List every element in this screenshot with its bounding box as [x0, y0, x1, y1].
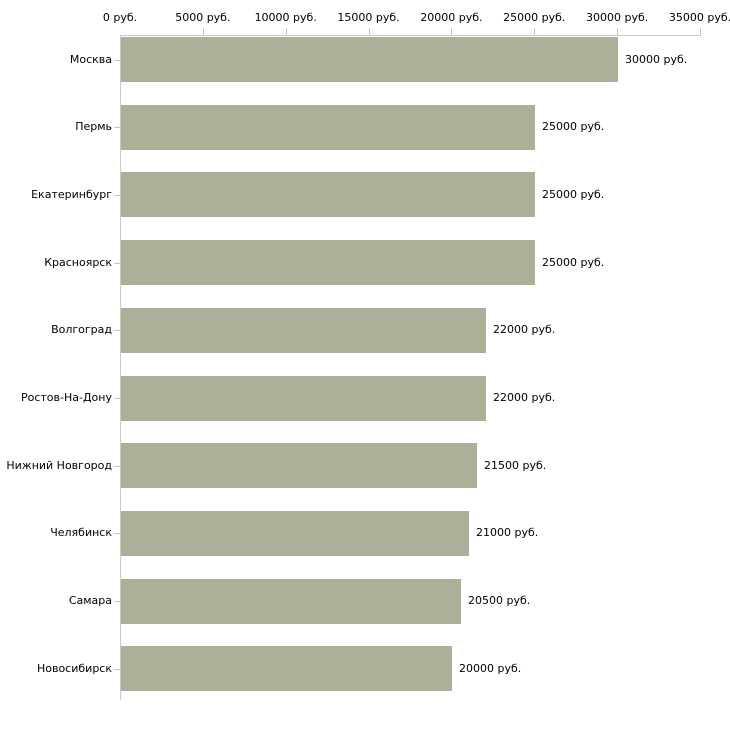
category-tick — [114, 263, 120, 264]
bar — [121, 510, 469, 556]
category-label: Нижний Новгород — [6, 458, 112, 472]
bar — [121, 104, 535, 150]
bar — [121, 578, 461, 624]
category-label: Красноярск — [44, 255, 112, 269]
x-tick-label: 0 руб. — [102, 11, 138, 24]
value-label: 25000 руб. — [542, 255, 605, 269]
category-tick — [114, 127, 120, 128]
x-tick — [534, 28, 535, 35]
x-tick — [700, 28, 701, 35]
bar — [121, 240, 535, 286]
value-label: 20000 руб. — [459, 661, 522, 675]
category-label: Ростов-На-Дону — [20, 391, 112, 404]
value-label: 30000 руб. — [625, 52, 688, 66]
x-tick — [451, 28, 452, 35]
x-tick-label: 25000 руб. — [503, 11, 566, 24]
category-tick — [114, 330, 120, 331]
bar — [121, 646, 452, 692]
category-tick — [114, 466, 120, 467]
bar — [121, 172, 535, 218]
category-label: Новосибирск — [36, 661, 112, 675]
value-label: 22000 руб. — [493, 391, 556, 404]
value-label: 21000 руб. — [476, 526, 539, 540]
category-label: Челябинск — [50, 526, 112, 540]
x-tick-label: 20000 руб. — [420, 11, 483, 24]
value-label: 20500 руб. — [468, 594, 531, 608]
bar — [121, 307, 486, 353]
x-tick — [617, 28, 618, 35]
category-label: Волгоград — [51, 323, 112, 337]
x-axis-line — [120, 35, 701, 36]
category-tick — [114, 533, 120, 534]
category-label: Екатеринбург — [31, 187, 112, 201]
value-label: 25000 руб. — [542, 120, 605, 134]
y-axis-line — [120, 35, 121, 700]
category-label: Москва — [69, 52, 112, 66]
x-tick-label: 10000 руб. — [254, 11, 317, 24]
category-tick — [114, 60, 120, 61]
value-label: 25000 руб. — [542, 187, 605, 201]
x-tick-label: 15000 руб. — [337, 11, 400, 24]
x-tick-label: 30000 руб. — [586, 11, 649, 24]
value-label: 21500 руб. — [484, 458, 547, 472]
x-tick-label: 5000 руб. — [175, 11, 231, 24]
x-tick — [286, 28, 287, 35]
bar — [121, 375, 486, 421]
x-tick — [369, 28, 370, 35]
category-tick — [114, 195, 120, 196]
x-tick-label: 35000 руб. — [668, 11, 730, 24]
bar — [121, 37, 618, 82]
x-tick — [203, 28, 204, 35]
category-label: Пермь — [75, 120, 112, 134]
value-label: 22000 руб. — [493, 323, 556, 337]
category-label: Самара — [68, 594, 112, 608]
bar — [121, 443, 477, 489]
category-tick — [114, 669, 120, 670]
category-tick — [114, 398, 120, 399]
category-tick — [114, 601, 120, 602]
